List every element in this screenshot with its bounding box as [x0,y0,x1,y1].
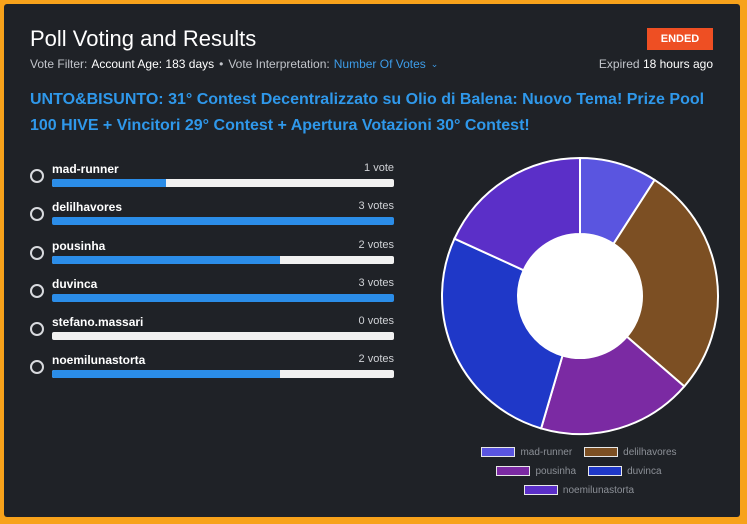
legend-swatch [523,485,558,495]
separator-dot: • [219,57,224,71]
option-name: pousinha [52,238,106,253]
vote-bar-track [52,255,394,264]
expired-value: 18 hours ago [642,57,713,71]
vote-bar-fill [52,179,166,187]
vote-bar-track [52,332,394,341]
radio-button[interactable] [30,283,44,298]
poll-option[interactable]: delilhavores 3 votes [30,198,394,236]
option-name: mad-runner [52,162,119,176]
legend-item[interactable]: pousinha [496,466,576,477]
legend-label: pousinha [535,465,577,477]
poll-option[interactable]: duvinca 3 votes [30,275,394,313]
poll-option[interactable]: stefano.massari 0 votes [30,313,394,351]
option-name: duvinca [52,276,98,291]
vote-bar-fill [52,293,394,302]
radio-button[interactable] [30,322,44,337]
vote-filter-label: Vote Filter: [30,57,88,71]
expired-prefix: Expired [598,57,640,71]
vote-filter-value: Account Age: 183 days [91,57,215,71]
results-donut-chart [441,156,719,435]
option-votes: 2 votes [358,353,394,366]
chart-legend: mad-runner delilhavores pousinha duvinca noe… [444,445,714,502]
legend-swatch [481,447,516,457]
legend-label: noemilunastorta [562,484,635,496]
legend-label: duvinca [627,465,662,477]
option-name: noemilunastorta [52,353,146,368]
legend-swatch [584,447,619,457]
option-name: delilhavores [52,200,123,215]
radio-button[interactable] [30,207,44,222]
option-votes: 2 votes [358,238,394,251]
poll-results-panel: Poll Voting and Results ENDED Vote Filte… [4,4,740,517]
status-badge: ENDED [647,28,713,50]
legend-label: delilhavores [623,446,677,458]
legend-item[interactable]: delilhavores [584,446,677,458]
vote-bar-fill [52,255,280,264]
option-name: stefano.massari [52,315,144,330]
donut-slice-duvinca[interactable] [441,237,564,430]
poll-options-list: mad-runner 1 vote delilhavores 3 votes pousi… [30,160,394,390]
legend-label: mad-runner [520,446,573,458]
poll-option[interactable]: pousinha 2 votes [30,237,394,275]
vote-bar-track [52,217,394,226]
option-votes: 3 votes [358,200,394,213]
chevron-down-icon[interactable]: ⌄ [430,58,439,69]
legend-item[interactable]: duvinca [588,465,662,477]
poll-question: UNTO&BISUNTO: 31° Contest Decentralizzat… [30,91,705,134]
vote-bar-track [52,370,394,379]
legend-swatch [496,466,531,476]
radio-button[interactable] [30,360,44,375]
page-title: Poll Voting and Results [30,26,257,51]
vote-bar-track [52,179,394,187]
option-votes: 1 vote [364,162,394,174]
option-votes: 3 votes [358,276,394,289]
legend-row: pousinha duvinca [444,464,714,478]
legend-swatch [588,466,623,476]
poll-option[interactable]: noemilunastorta 2 votes [30,351,394,389]
legend-row: mad-runner delilhavores [444,445,714,459]
vote-interpretation-dropdown[interactable]: Number Of Votes [333,57,426,71]
donut-hole [518,234,642,358]
radio-button[interactable] [30,169,44,183]
expiry-info: Expired 18 hours ago [599,57,713,71]
legend-item[interactable]: noemilunastorta [523,484,635,496]
poll-meta: Vote Filter: Account Age: 183 days • Vot… [30,57,438,71]
vote-bar-fill [52,217,394,226]
vote-bar-track [52,293,394,302]
vote-interpretation-label: Vote Interpretation: [228,57,330,71]
legend-item[interactable]: mad-runner [481,447,572,458]
option-votes: 0 votes [358,315,394,328]
poll-option[interactable]: mad-runner 1 vote [30,160,394,198]
legend-row: noemilunastorta [444,483,714,497]
vote-bar-fill [52,370,280,379]
radio-button[interactable] [30,245,44,260]
